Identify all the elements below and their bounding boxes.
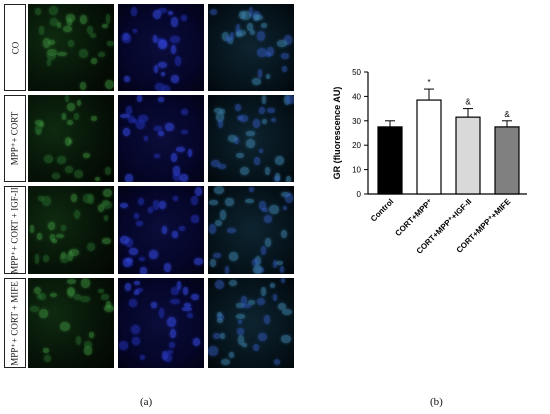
bar-3 [455,116,481,195]
micrograph-merge-row-2 [208,95,294,182]
micrograph-merge-row-1 [208,4,294,91]
row-label-text: MPP⁺+ CORT [9,111,20,166]
micrograph-blue-row-3 [118,186,204,274]
row-label-text: CO [9,41,20,54]
y-tick-label: 0 [357,190,362,199]
micrograph-blue-row-4 [118,278,204,368]
bar-1 [377,126,403,195]
significance-marker-2: * [427,78,430,87]
y-tick-label: 30 [352,117,361,126]
micrograph-merge-row-4 [208,278,294,368]
y-tick-label: 50 [352,68,361,77]
row-label-mpp-cort-igf: MPP⁺+ CORT + IGF-II [4,186,26,274]
x-tick-label: CORT+MPP⁺ [393,197,434,238]
y-tick-label: 10 [352,166,361,175]
micrograph-green-row-4 [28,278,114,368]
micrograph-blue-row-2 [118,95,204,182]
gr-fluorescence-bar-chart: 0 10 20 30 40 50 GR (fluorescence AU) Control * C… [332,68,527,256]
panel-b-label: (b) [430,396,443,408]
micrograph-green-row-1 [28,4,114,91]
micrograph-blue-row-1 [118,4,204,91]
row-label-co: CO [4,4,26,91]
micrograph-green-row-3 [28,186,114,274]
significance-marker-3: & [465,98,471,107]
micrograph-merge-row-3 [208,186,294,274]
row-label-text: MPP⁺+ CORT + MIFE [9,280,20,366]
panel-a-label: (a) [140,396,153,408]
bar-4 [494,126,520,195]
y-tick-label: 40 [352,92,361,101]
x-tick-label: Control [369,197,395,223]
significance-marker-4: & [504,110,510,119]
micrograph-green-row-2 [28,95,114,182]
row-label-mpp-cort-mife: MPP⁺+ CORT + MIFE [4,278,26,368]
y-tick-label: 20 [352,141,361,150]
row-label-text: MPP⁺+ CORT + IGF-II [9,186,20,274]
bar-2 [416,99,442,195]
row-label-mpp-cort: MPP⁺+ CORT [4,95,26,182]
y-axis-label: GR (fluorescence AU) [332,87,342,180]
